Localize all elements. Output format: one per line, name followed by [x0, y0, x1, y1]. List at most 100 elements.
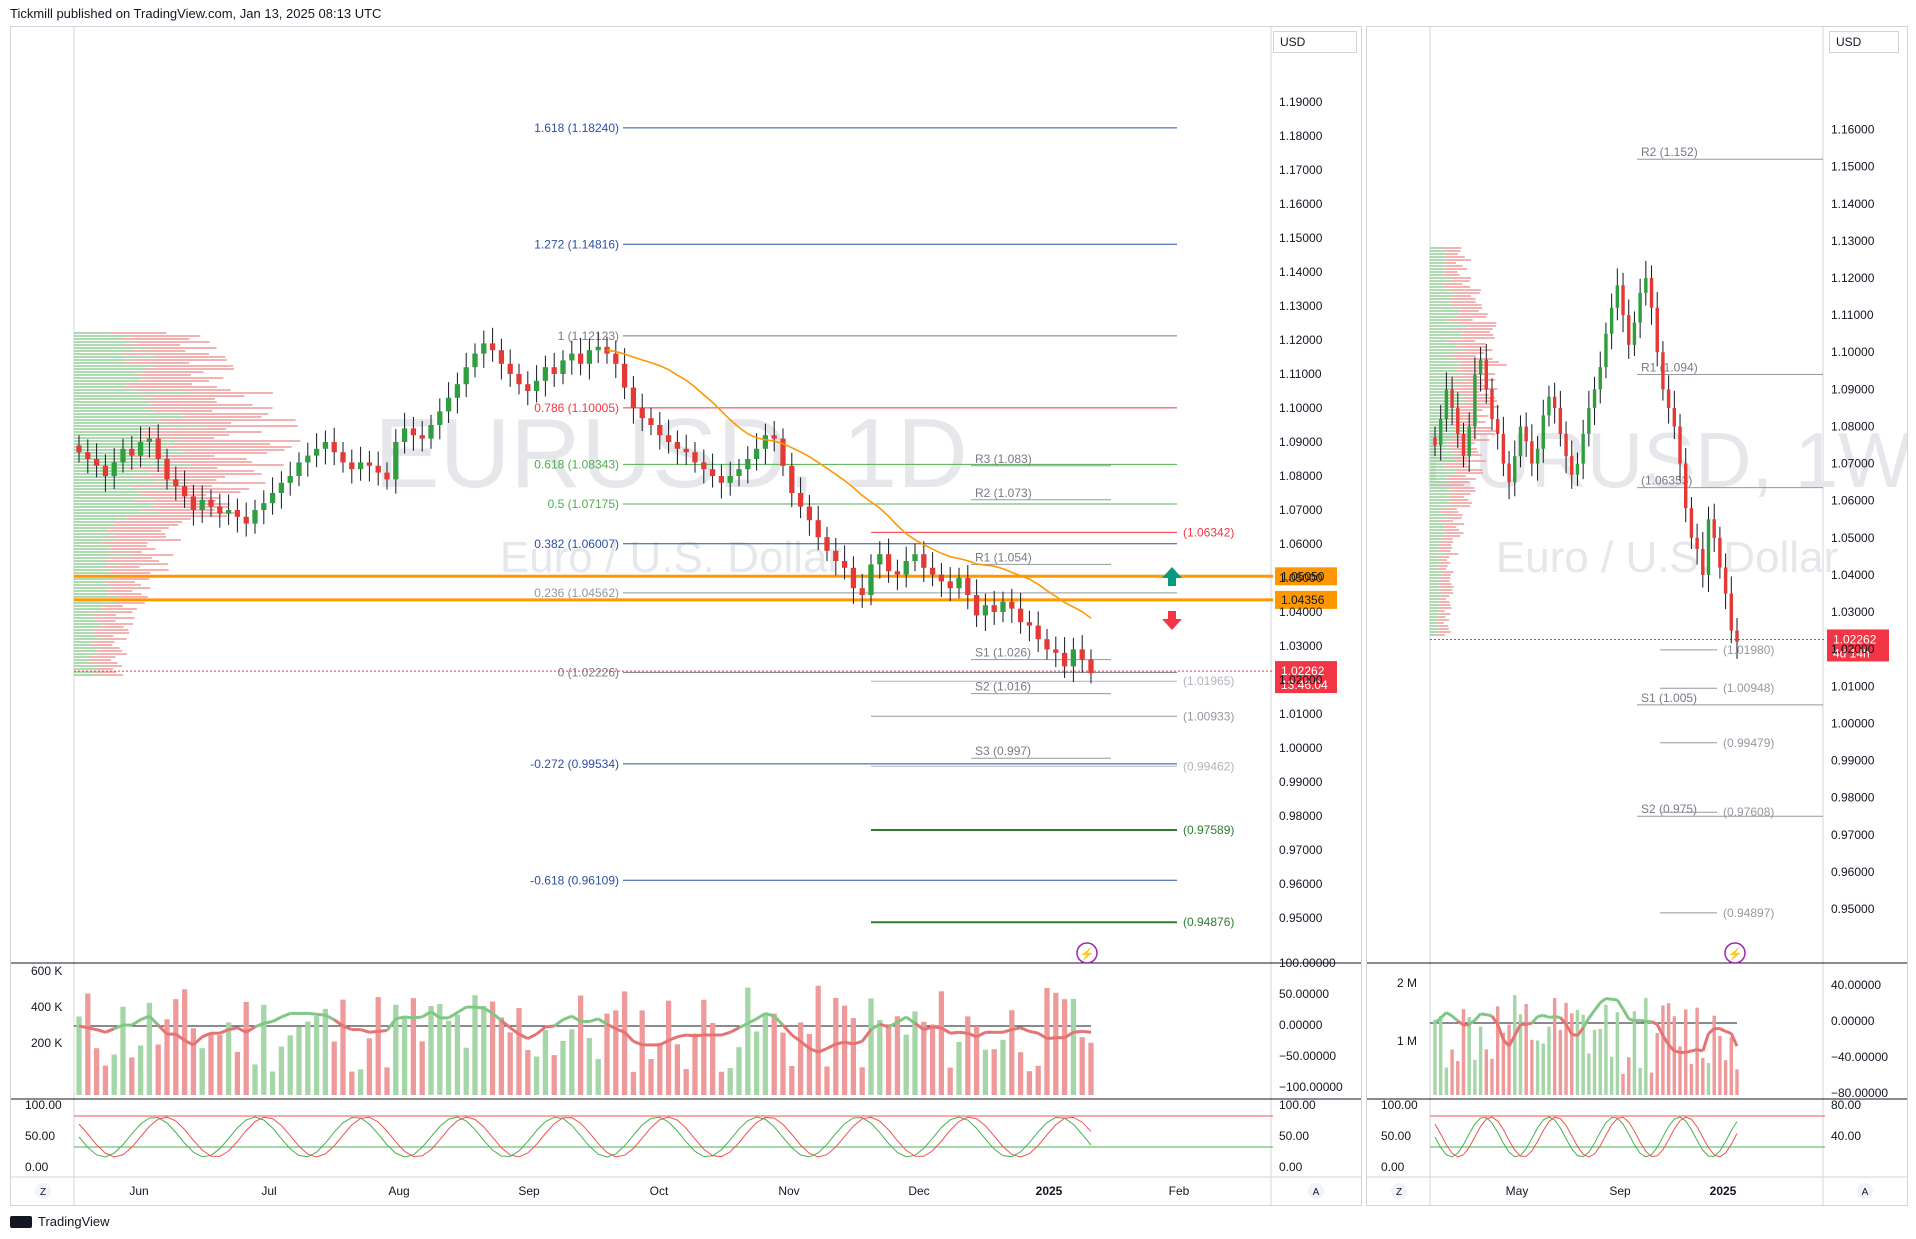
daily-volume-bar: [76, 1016, 82, 1095]
daily-cci-segment: [131, 1018, 142, 1027]
daily-candle: [745, 446, 751, 484]
weekly-candle: [1672, 390, 1677, 440]
weekly-candle: [1570, 440, 1574, 489]
weekly-cci-segment: [1456, 1019, 1465, 1027]
daily-volume-bar: [401, 1017, 408, 1095]
daily-candle: [463, 352, 469, 398]
weekly-zoom-icon[interactable]: [1391, 1183, 1407, 1199]
daily-volume-bar: [859, 1067, 865, 1095]
daily-target-label: (0.99462): [1183, 759, 1234, 773]
daily-y-tick: 1.03000: [1279, 639, 1323, 653]
daily-cci-segment: [597, 1017, 608, 1026]
daily-volume-bar: [454, 1014, 461, 1095]
daily-stoch-tick-left: 50.00: [25, 1129, 55, 1143]
weekly-cci-segment: [1628, 1017, 1635, 1023]
daily-candle: [217, 493, 223, 528]
daily-cci-segment: [535, 1025, 547, 1036]
weekly-auto-scale-icon[interactable]: [1857, 1183, 1873, 1199]
daily-y-tick: 1.18000: [1279, 129, 1323, 143]
daily-candle: [331, 427, 337, 466]
weekly-volume-bar: [1518, 1014, 1523, 1095]
daily-cci-segment: [421, 1010, 432, 1019]
daily-volume-bar: [181, 989, 188, 1095]
daily-volume-bar: [780, 1032, 786, 1095]
weekly-cci-segment: [1439, 1011, 1448, 1020]
weekly-chart-panel[interactable]: EURUSD, 1W Euro / U.S. Dollar R2 (1.152)…: [1366, 26, 1908, 1206]
daily-volume-bar: [93, 1048, 100, 1095]
daily-volume-bar: [384, 1067, 390, 1095]
weekly-candle: [1735, 618, 1739, 659]
weekly-cci-segment: [1480, 1012, 1487, 1017]
daily-chart-panel[interactable]: EURUSD, 1D Euro / U.S. Dollar 1.618 (1.1…: [10, 26, 1362, 1206]
weekly-volume-bar: [1672, 1016, 1677, 1095]
tradingview-logo-icon: [10, 1215, 32, 1228]
weekly-candle: [1644, 260, 1648, 306]
weekly-cci-segment: [1691, 1048, 1698, 1053]
zoom-label: Z: [40, 1187, 46, 1198]
daily-candle: [252, 499, 258, 534]
daily-candle: [1070, 637, 1077, 683]
daily-candle: [190, 484, 197, 526]
daily-volume-bar: [762, 1013, 769, 1095]
daily-candle: [85, 439, 91, 474]
daily-fib-label: -0.272 (0.99534): [530, 757, 619, 771]
daily-volume-bar: [516, 1008, 522, 1095]
weekly-candle: [1621, 272, 1625, 333]
daily-candle: [657, 412, 663, 450]
weekly-cci-segment: [1593, 1001, 1602, 1012]
weekly-candle: [1695, 523, 1699, 565]
weekly-volume-bar: [1456, 1061, 1460, 1095]
weekly-cci-segment: [1576, 1027, 1585, 1037]
daily-y-tick: 1.16000: [1279, 197, 1323, 211]
zoom-icon[interactable]: [35, 1183, 51, 1199]
daily-y-tick: 1.12000: [1279, 333, 1323, 347]
daily-cci-segment: [96, 1028, 106, 1034]
daily-cci-segment: [1037, 1031, 1048, 1040]
daily-volume-bar: [701, 999, 707, 1095]
daily-volume-bar: [709, 1022, 716, 1095]
daily-fib-label: 0 (1.02226): [558, 665, 619, 679]
daily-watermark-name: Euro / U.S. Dollar: [500, 533, 842, 582]
daily-cci-segment: [923, 1025, 934, 1032]
daily-cci-segment: [1046, 1036, 1056, 1041]
daily-countdown-label: 13:46:04: [1281, 678, 1328, 692]
footer-brand[interactable]: TradingView: [10, 1214, 110, 1229]
daily-chart[interactable]: EURUSD, 1D Euro / U.S. Dollar 1.618 (1.1…: [11, 27, 1361, 1205]
daily-cci-segment: [975, 1030, 987, 1039]
weekly-candle: [1478, 347, 1483, 392]
daily-cci-segment: [914, 1022, 925, 1031]
daily-volume-bar: [296, 1026, 302, 1095]
daily-cci-segment: [1002, 1028, 1013, 1034]
daily-candle: [639, 393, 645, 432]
daily-volume-bar: [718, 1071, 725, 1095]
auto-scale-icon[interactable]: [1308, 1183, 1324, 1199]
daily-candle: [912, 544, 918, 572]
weekly-candle: [1575, 452, 1580, 486]
daily-candle: [674, 430, 681, 465]
weekly-cci-segment: [1639, 1018, 1647, 1024]
weekly-volume-bar: [1587, 1053, 1591, 1095]
daily-volume-bar: [595, 1059, 601, 1095]
weekly-alert-bolt-icon[interactable]: [1724, 942, 1746, 964]
daily-candle: [1035, 611, 1041, 653]
weekly-chart[interactable]: EURUSD, 1W Euro / U.S. Dollar R2 (1.152)…: [1367, 27, 1907, 1205]
daily-candle: [1088, 649, 1094, 684]
weekly-candle: [1632, 311, 1637, 356]
daily-currency-label[interactable]: USD: [1273, 31, 1357, 53]
daily-volume-bar: [797, 1022, 804, 1095]
daily-cci-tick: 50.00000: [1279, 987, 1329, 1001]
weekly-cci-segment: [1605, 997, 1612, 1001]
daily-candle: [771, 420, 777, 452]
daily-cci-segment: [447, 1011, 459, 1020]
daily-volume-bar: [665, 1000, 672, 1095]
weekly-candle: [1718, 526, 1722, 579]
weekly-currency-label[interactable]: USD: [1829, 31, 1899, 53]
weekly-candle: [1524, 412, 1528, 457]
daily-candle: [709, 453, 716, 488]
daily-cci-segment: [385, 1017, 397, 1032]
daily-volume-bar: [428, 1006, 434, 1095]
alert-bolt-icon[interactable]: [1076, 942, 1098, 964]
daily-candle: [560, 350, 566, 385]
daily-cci-segment: [527, 1032, 538, 1040]
weekly-cci-segment: [1655, 1023, 1665, 1037]
